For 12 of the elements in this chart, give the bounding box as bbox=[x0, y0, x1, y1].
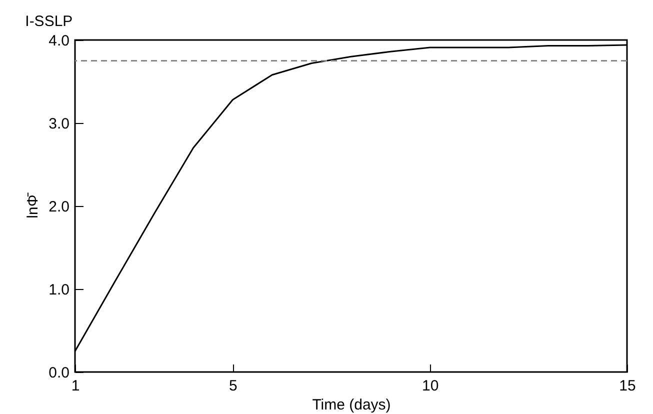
y-tick-label: 0.0 bbox=[48, 364, 70, 382]
y-tick-label: 1.0 bbox=[48, 282, 70, 298]
y-tick-label: 3.0 bbox=[48, 116, 70, 132]
x-axis-title: Time (days) bbox=[312, 396, 391, 414]
chart-title: I-SSLP bbox=[25, 13, 73, 30]
y-tick-label: 2.0 bbox=[48, 198, 70, 216]
x-tick-label: 10 bbox=[422, 378, 439, 394]
x-tick-label: 5 bbox=[229, 378, 238, 394]
y-tick-label: 4.0 bbox=[48, 32, 70, 50]
x-tick-label: 1 bbox=[71, 378, 80, 394]
y-axis-title: lnΦ̄ bbox=[24, 192, 42, 218]
x-tick-label: 15 bbox=[619, 378, 636, 394]
